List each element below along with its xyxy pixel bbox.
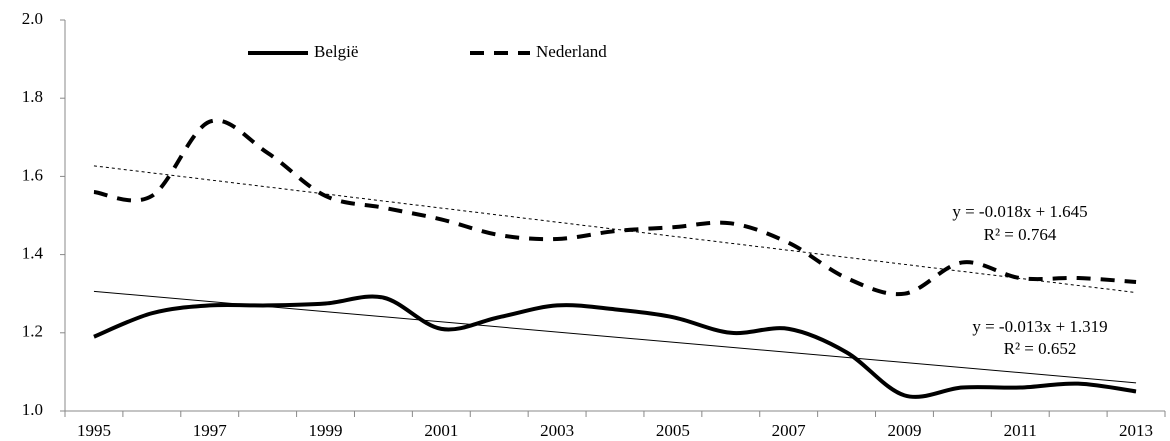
- trendline-equation: y = -0.013x + 1.319: [972, 317, 1107, 336]
- legend-label: België: [314, 42, 358, 61]
- y-tick-label: 1.8: [22, 87, 43, 106]
- series-line: [93, 118, 1137, 297]
- x-tick-label: 2011: [1004, 421, 1037, 440]
- trendline-r2: R² = 0.764: [984, 225, 1057, 244]
- series-line: [93, 294, 1137, 399]
- y-tick-label: 1.4: [22, 244, 44, 263]
- legend-label: Nederland: [536, 42, 607, 61]
- trendline: [93, 165, 1137, 294]
- trendline-equation: y = -0.018x + 1.645: [952, 202, 1087, 221]
- x-tick-label: 2013: [1119, 421, 1153, 440]
- x-tick-label: 2001: [424, 421, 458, 440]
- trendline-r2: R² = 0.652: [1004, 339, 1077, 358]
- x-tick-label: 2009: [887, 421, 921, 440]
- x-tick-label: 2003: [540, 421, 574, 440]
- y-tick-label: 2.0: [22, 9, 43, 28]
- y-tick-label: 1.0: [22, 400, 43, 419]
- x-tick-label: 1997: [193, 421, 228, 440]
- x-tick-label: 1999: [309, 421, 343, 440]
- x-tick-label: 2005: [656, 421, 690, 440]
- x-tick-label: 2007: [772, 421, 807, 440]
- y-tick-label: 1.6: [22, 165, 43, 184]
- x-tick-label: 1995: [77, 421, 111, 440]
- y-tick-label: 1.2: [22, 322, 43, 341]
